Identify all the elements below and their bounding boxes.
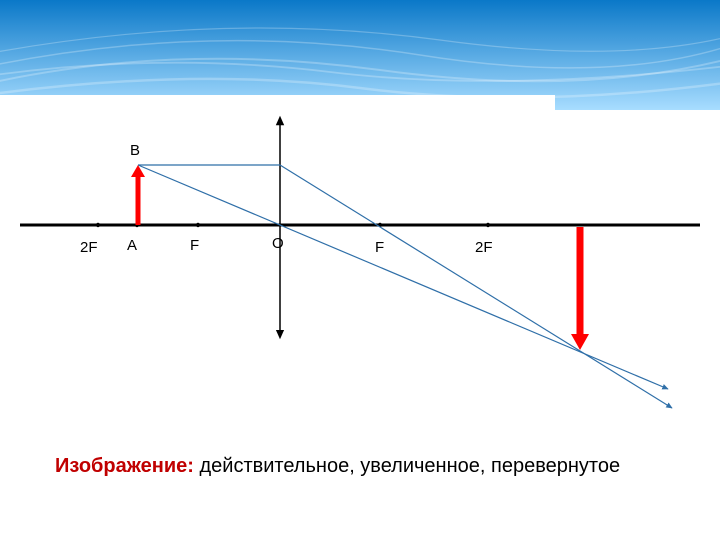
rays — [138, 165, 672, 408]
svg-text:O: O — [272, 235, 284, 252]
caption-lead: Изображение: — [55, 455, 194, 477]
svg-text:2F: 2F — [475, 239, 493, 256]
svg-text:2F: 2F — [80, 239, 98, 256]
svg-text:F: F — [375, 239, 384, 256]
slide: { "canvas": { "w": 720, "h": 540 }, "sky… — [0, 0, 720, 540]
object-arrow — [131, 165, 145, 225]
svg-text:F: F — [190, 237, 199, 254]
caption: Изображение: действительное, увеличенное… — [55, 455, 620, 478]
svg-text:A: A — [127, 237, 137, 254]
caption-rest: действительное, увеличенное, перевернуто… — [194, 455, 620, 477]
svg-text:B: B — [130, 142, 140, 159]
axis-labels: O F F 2F 2F A B — [80, 142, 493, 256]
image-arrow — [571, 227, 589, 350]
